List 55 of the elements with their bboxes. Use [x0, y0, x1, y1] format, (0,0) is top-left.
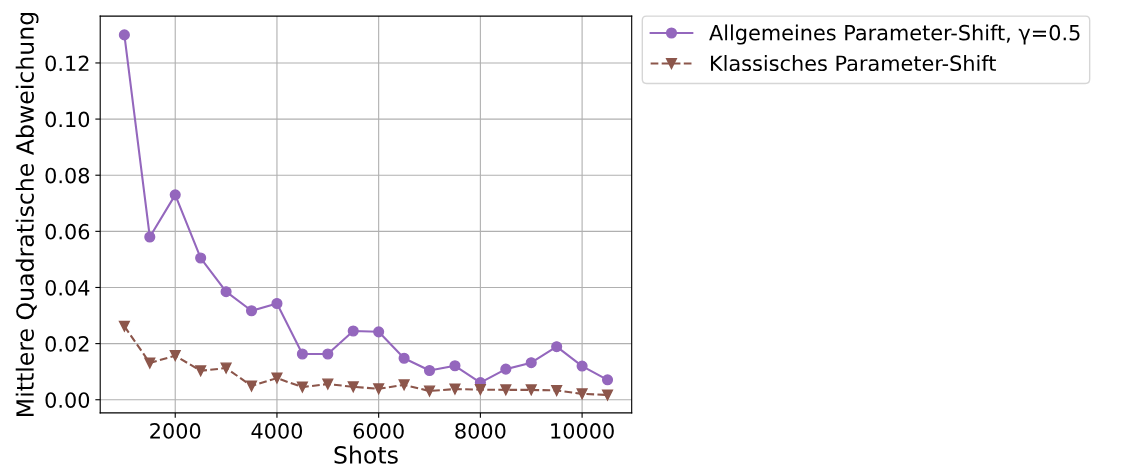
point	[525, 357, 537, 369]
point	[271, 372, 283, 384]
point	[144, 231, 156, 243]
point	[296, 381, 308, 393]
point	[500, 363, 512, 375]
point	[220, 286, 232, 298]
y-tick-label: 0.08	[45, 167, 90, 184]
point	[423, 385, 436, 397]
point	[423, 364, 436, 377]
y-tick-label: 0.06	[45, 223, 90, 240]
point	[195, 252, 207, 264]
point	[220, 362, 232, 374]
point	[373, 383, 385, 395]
point	[347, 381, 359, 393]
x-tick-label: 2000	[150, 423, 201, 439]
point	[322, 348, 334, 360]
point	[576, 360, 588, 372]
point	[296, 348, 308, 360]
point	[601, 389, 614, 401]
point	[525, 384, 537, 396]
point	[118, 320, 130, 332]
point	[322, 378, 334, 390]
point	[449, 383, 461, 395]
legend-label: Allgemeines Parameter-Shift, γ=0.5	[709, 24, 1080, 45]
x-tick-label: 4000	[251, 423, 303, 439]
y-axis-title: Mittlere Quadratische Abweichung	[15, 12, 39, 416]
point	[169, 189, 181, 201]
y-tick-label: 0.00	[45, 392, 90, 408]
point	[551, 341, 563, 353]
point	[245, 380, 258, 392]
point	[500, 384, 512, 396]
point	[373, 326, 385, 338]
x-tick-label: 8000	[455, 423, 506, 439]
point	[449, 360, 461, 372]
point	[576, 388, 588, 400]
x-axis-title: Shots	[334, 445, 398, 464]
point	[245, 305, 258, 317]
point	[551, 384, 563, 397]
point	[347, 325, 359, 337]
y-tick-label: 0.12	[45, 55, 89, 72]
point	[195, 365, 207, 377]
y-tick-label: 0.04	[45, 279, 90, 296]
point	[398, 352, 410, 364]
point	[601, 374, 614, 386]
point	[118, 29, 130, 41]
y-tick-label: 0.02	[45, 336, 89, 352]
point	[474, 384, 486, 396]
point	[271, 297, 283, 310]
y-tick-label: 0.10	[45, 111, 90, 128]
x-tick-label: 6000	[353, 423, 404, 439]
point	[398, 379, 410, 391]
legend-label: Klassisches Parameter-Shift	[711, 54, 996, 72]
point	[144, 357, 156, 369]
x-tick-label: 10000	[551, 423, 614, 439]
point	[169, 350, 181, 362]
